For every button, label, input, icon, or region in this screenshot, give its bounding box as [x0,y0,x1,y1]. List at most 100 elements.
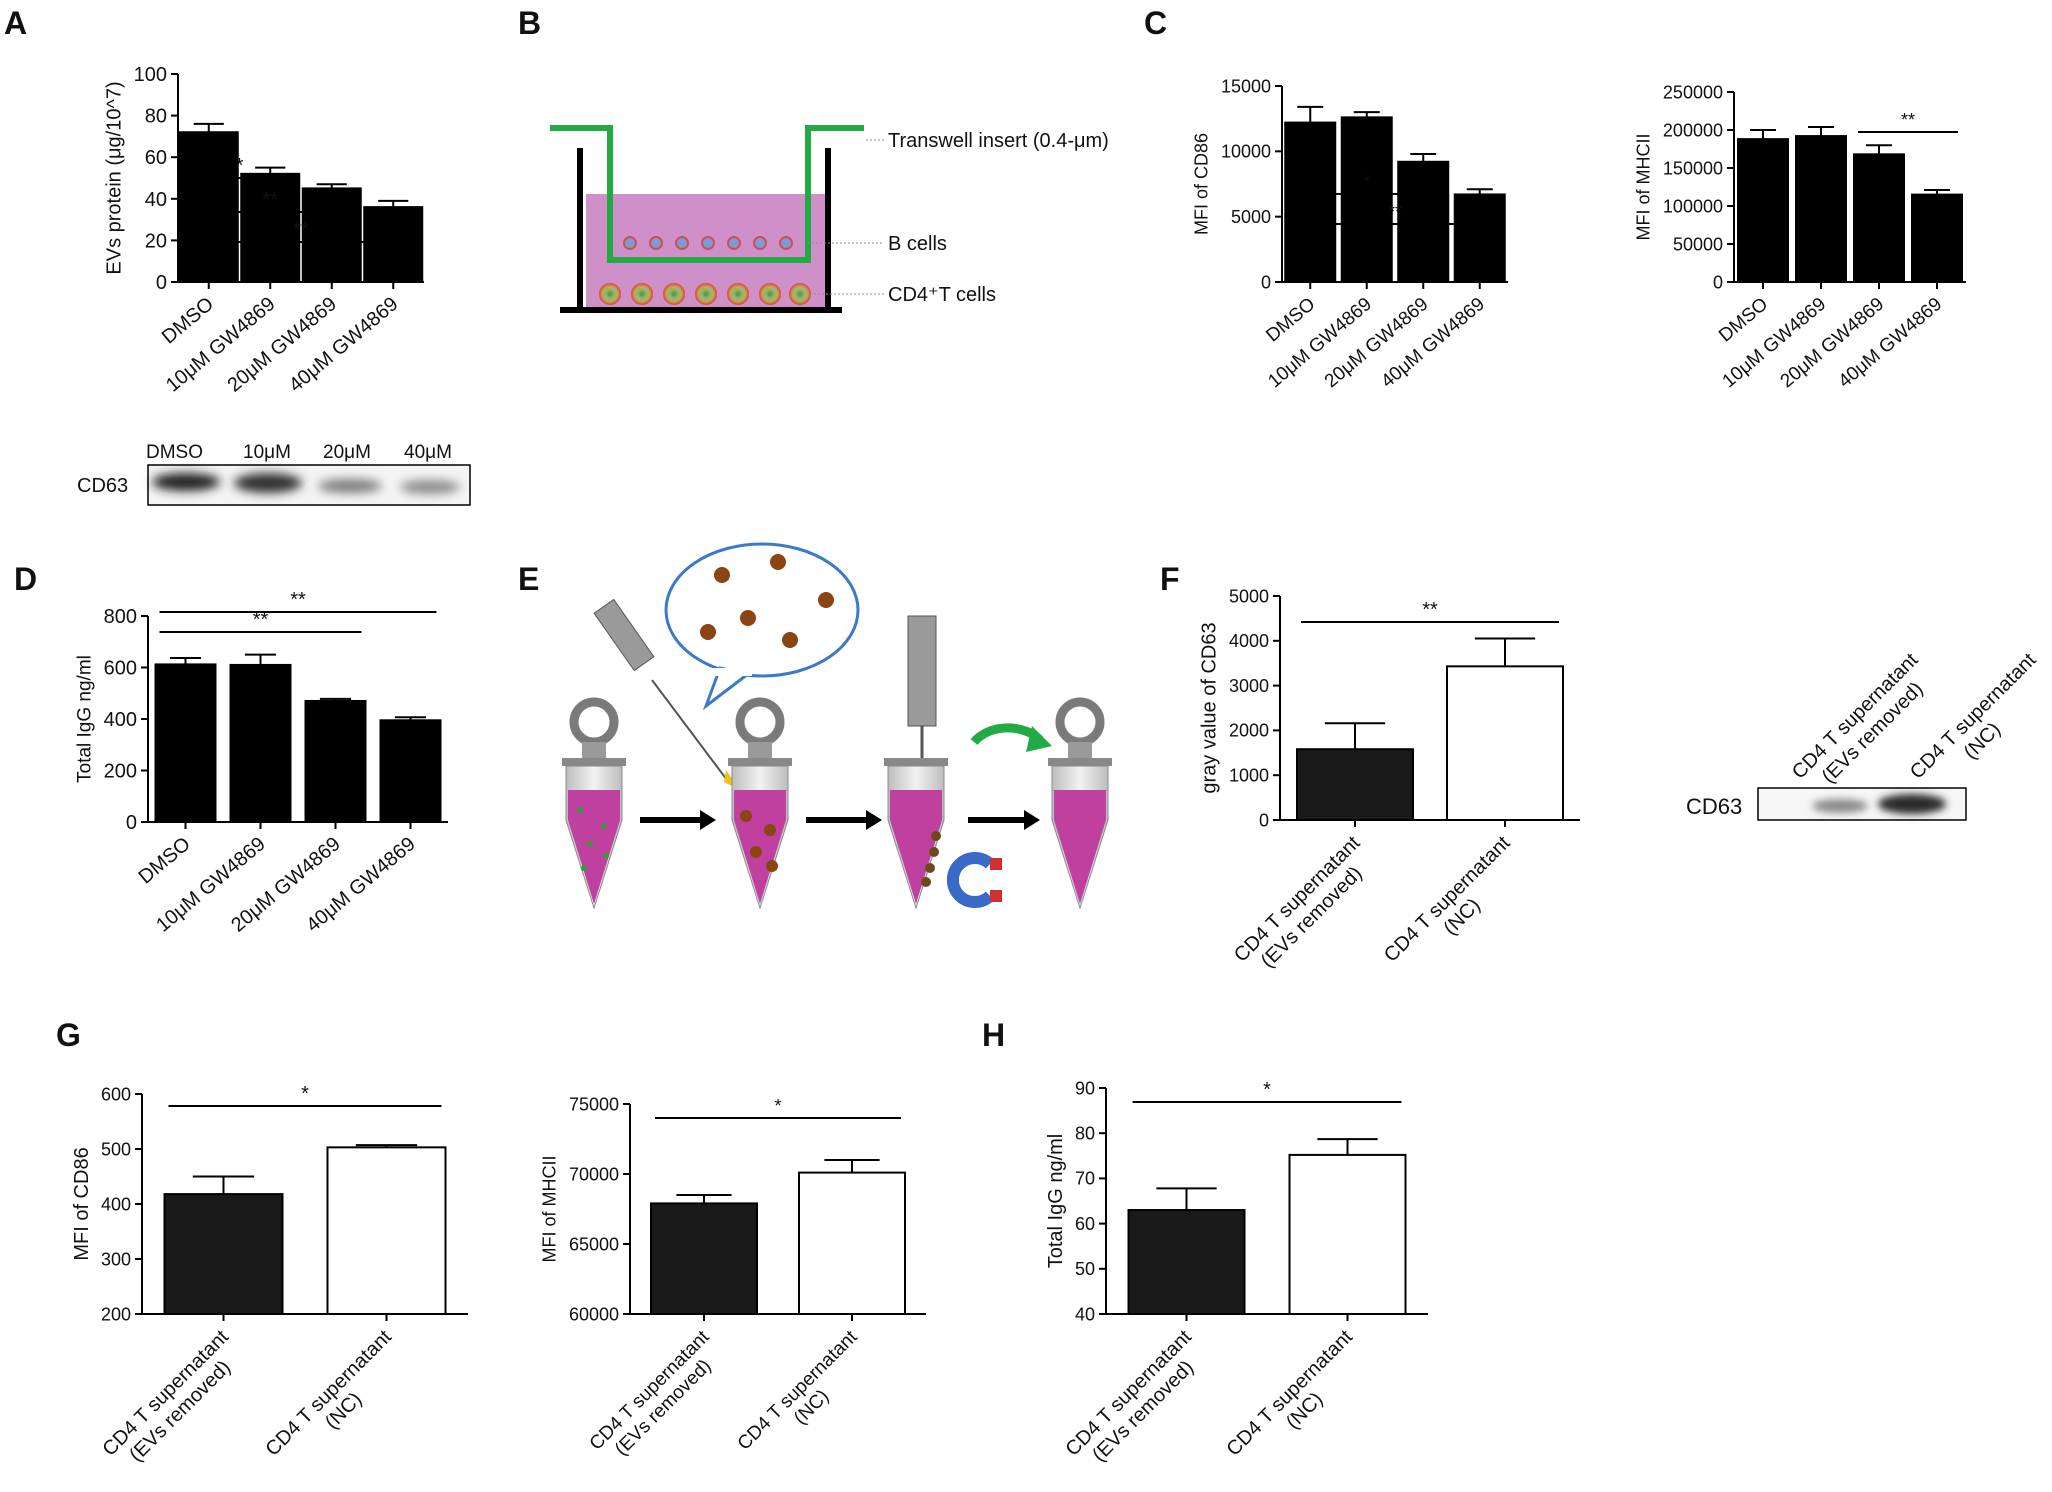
y-tick-label: 15000 [1221,76,1271,96]
bar [798,1171,906,1315]
b-cell [623,236,637,250]
significance-label: * [236,155,244,177]
x-tick-label-line: 20μM GW4869 [223,293,340,397]
blot-a-band-40um [400,480,460,494]
blot-a-band-dmso [152,473,220,491]
significance-label: ** [1422,599,1438,621]
y-tick-label: 3000 [1229,676,1269,696]
significance-label: ** [1901,110,1915,130]
b-cells [623,236,793,250]
y-tick-label: 2000 [1229,721,1269,741]
bar [1284,121,1337,283]
tube-4 [1048,697,1112,910]
y-axis-label: MFI of CD86 [1192,133,1212,235]
significance-label: * [774,1096,781,1116]
panel-label-h: H [982,1017,1005,1053]
bar [1737,138,1789,283]
chart-f-gray-value-cd63: 0 1000 2000 3000 4000 5000 gray value of CD63 C… [1199,586,1580,972]
bar [1446,665,1564,821]
x-tick-label-line: CD4 T supernatant [261,1326,396,1461]
y-axis-label: Total IgG ng/ml [1045,1134,1067,1269]
chart-h-total-igg: 40 50 60 70 80 90 Total IgG ng/ml CD4 T superna… [1045,1078,1428,1477]
bar [1911,193,1963,284]
x-tick-label-line: DMSO [135,833,195,888]
bar [1453,193,1506,284]
significance-label: ** [262,189,278,211]
x-tick-label: 40μM GW4869 [1377,294,1489,392]
x-tick-label-line: 20μM GW4869 [1777,294,1889,392]
y-tick-label: 0 [1261,272,1271,292]
y-tick-label: 400 [104,709,137,731]
y-tick-label: 500 [101,1139,131,1159]
y-tick-label: 0 [1713,272,1723,292]
label-cd4-t-cells: CD4⁺T cells [888,284,996,306]
transfer-arrow-head-icon [1026,726,1052,752]
x-tick-label-line: 10μM GW4869 [1719,294,1831,392]
y-axis-label: Total IgG ng/ml [74,655,95,783]
significance-label: ** [293,219,309,241]
tube-2 [728,697,792,910]
y-tick-label: 600 [101,1084,131,1104]
y-tick-label: 90 [1075,1078,1095,1098]
process-arrows [640,810,1040,830]
x-tick-label: 20μM GW4869 [1777,294,1889,392]
label-transwell-insert: Transwell insert (0.4-μm) [888,130,1109,152]
y-tick-label: 300 [101,1249,131,1269]
panel-label-b: B [518,5,541,41]
x-tick-label: DMSO [135,833,195,888]
bar [379,719,442,823]
b-cell [753,236,767,250]
x-tick-label: 10μM GW4869 [1719,294,1831,392]
t-cell [759,283,781,305]
y-tick-label: 50000 [1673,234,1723,254]
y-tick-label: 10000 [1221,142,1271,162]
panel-label-c: C [1144,5,1167,41]
significance-label: * [1363,172,1370,192]
x-tick-label-line: CD4 T supernatant [1380,832,1515,967]
chart-g-mfi-cd86: 200 300 400 500 600 MFI of CD86 CD4 T supernat… [71,1083,468,1477]
y-tick-label: 100 [134,64,167,86]
tube-3 [884,615,948,910]
panel-label-d: D [14,561,37,597]
y-tick-label: 80 [1075,1124,1095,1144]
y-tick-label: 40 [1075,1304,1095,1324]
blot-a-label: CD63 [77,475,128,497]
y-tick-label: 60000 [569,1304,619,1324]
blot-a-lane-10um: 10μM [243,442,291,463]
blot-a-lane-20um: 20μM [323,442,371,463]
panel-label-a: A [4,5,27,41]
t-cell [789,283,811,305]
y-tick-label: 5000 [1229,586,1269,606]
x-tick-label-line: 40μM GW4869 [1377,294,1489,392]
blot-a-band-10um [234,473,302,493]
chart-g-mfi-mhcii: 60000 65000 70000 75000 MFI of MHCII CD4 T su… [540,1094,926,1470]
significance-label: * [1263,1079,1271,1101]
y-tick-label: 4000 [1229,631,1269,651]
bar [1397,160,1450,283]
bar [301,187,362,283]
t-cell [695,283,717,305]
x-tick-label: CD4 T supernatant(EVs removed) [1061,1326,1212,1477]
x-tick-label: CD4 T supernatant(EVs removed) [98,1326,249,1477]
y-tick-label: 40 [145,189,167,211]
x-tick-label: 10μM GW4869 [162,293,279,397]
y-tick-label: 600 [104,658,137,680]
y-tick-label: 70 [1075,1169,1095,1189]
y-axis-label: MFI of MHCII [1634,134,1654,241]
x-tick-label: CD4 T supernatant(EVs removed) [586,1326,730,1470]
y-axis-label: MFI of CD86 [71,1147,93,1260]
y-tick-label: 20 [145,230,167,252]
tube-1 [562,697,626,910]
ev-removal-diagram [562,542,1112,910]
bar [1340,116,1393,283]
y-tick-label: 200 [104,761,137,783]
x-tick-label: CD4 T supernatant(NC) [1222,1326,1373,1477]
x-tick-label-line: 40μM GW4869 [1835,294,1947,392]
y-tick-label: 0 [156,272,167,294]
y-tick-label: 200 [101,1304,131,1324]
panel-label-g: G [56,1017,81,1053]
x-tick-label: 40μM GW4869 [285,293,402,397]
label-b-cells: B cells [888,233,947,255]
